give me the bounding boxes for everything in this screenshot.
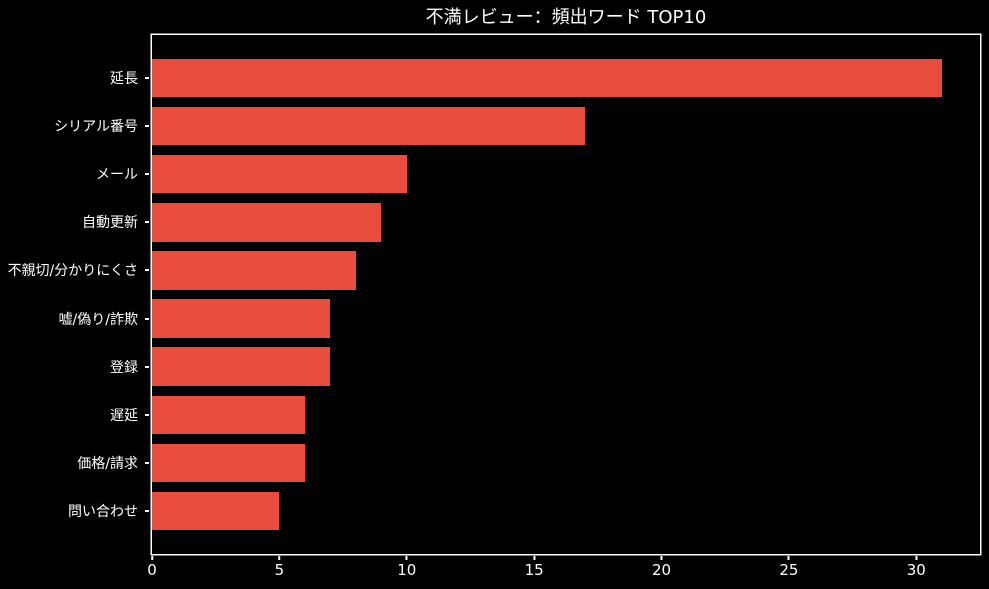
x-tick: 20 [652,556,671,578]
y-tick-mark [145,124,149,127]
y-label-row: 延長 [110,68,149,88]
x-axis: 0 5 10 15 20 25 30 [147,556,980,588]
x-tick-label: 20 [651,561,672,579]
x-tick-label: 15 [524,561,544,579]
x-tick-label: 25 [779,561,799,579]
bar [152,251,356,290]
x-tick-mark [405,556,408,560]
y-label-row: シリアル番号 [54,116,149,136]
y-tick-mark [145,462,149,465]
y-label-row: メール [96,164,149,184]
y-axis-label: シリアル番号 [54,118,138,135]
y-label-row: 価格/請求 [77,453,149,473]
x-tick: 30 [907,556,926,578]
y-tick-mark [145,221,149,224]
y-axis-label: 問い合わせ [68,504,138,521]
x-tick: 5 [274,556,285,579]
bar [152,491,280,531]
y-label-row: 登録 [110,357,149,377]
bar [152,202,382,242]
y-axis-label: 遅延 [110,407,138,424]
x-tick-mark [533,556,536,560]
y-label-row: 遅延 [110,405,149,425]
y-tick-mark [145,317,149,320]
y-tick-mark [145,76,149,79]
y-tick-mark [145,510,149,513]
x-tick-mark [915,556,918,560]
y-axis-label: 嘘/偽り/詐欺 [58,311,138,328]
y-axis-label: 延長 [110,70,138,87]
y-axis-label: メール [96,167,138,184]
y-axis-label: 自動更新 [82,215,138,232]
x-tick-label: 5 [274,561,285,579]
chart-title: 不満レビュー：頻出ワード TOP10 [425,7,707,28]
y-tick-mark [145,173,149,176]
x-tick-mark [660,556,663,560]
x-tick-label: 10 [397,561,417,579]
bar [152,299,331,338]
y-label-row: 不親切/分かりにくさ [8,260,149,280]
x-tick: 0 [147,556,157,578]
y-label-row: 嘘/偽り/詐欺 [59,309,149,329]
y-tick-mark [145,269,149,272]
bar [152,154,407,194]
y-axis-label: 登録 [110,359,138,376]
y-tick-mark [145,365,149,368]
x-tick-mark [278,556,281,560]
bar [152,106,586,146]
plot-area [152,35,980,554]
x-tick: 10 [397,556,416,578]
x-tick-mark [787,556,790,560]
bar [152,58,942,98]
y-label-row: 自動更新 [82,212,149,232]
y-axis-label: 不親切/分かりにくさ [7,263,138,280]
y-axis-label: 価格/請求 [77,456,138,473]
x-tick-label: 30 [906,561,926,579]
x-tick-label: 0 [147,561,157,579]
y-tick-mark [145,413,149,416]
bar [152,347,331,386]
y-axis: 延長シリアル番号メール自動更新不親切/分かりにくさ嘘/偽り/詐欺登録遅延価格/請… [0,35,150,554]
y-label-row: 問い合わせ [68,501,149,521]
x-tick: 25 [779,556,798,578]
bar [152,443,305,483]
bar [152,395,305,435]
x-tick: 15 [525,556,544,578]
x-tick-mark [150,556,153,560]
